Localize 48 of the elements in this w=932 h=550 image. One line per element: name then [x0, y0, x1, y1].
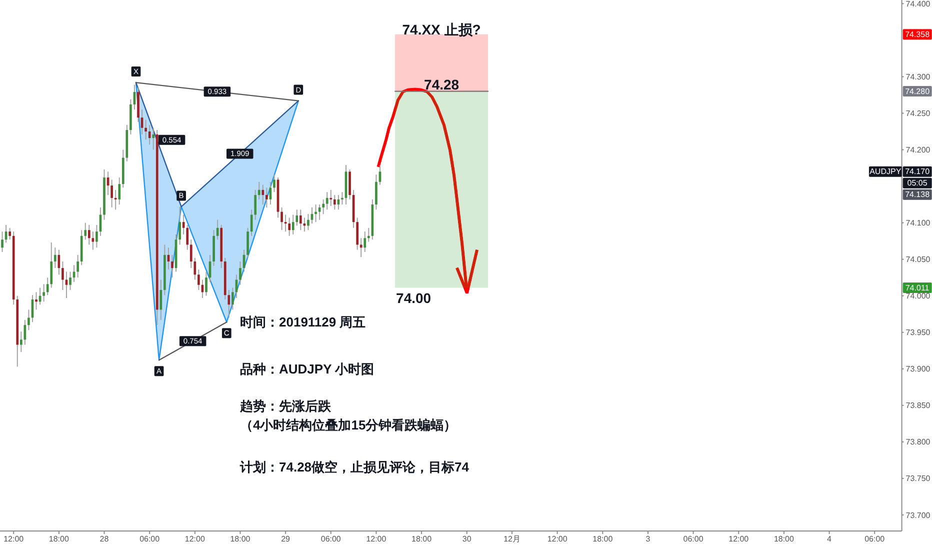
y-tick-label: 74.400 [906, 0, 931, 8]
x-tick-label: 12:00 [548, 534, 568, 544]
annotation: 74.28 [424, 76, 460, 92]
x-tick-label: 18:00 [592, 534, 614, 544]
x-tick-label: 12:00 [184, 534, 206, 544]
x-tick-label: 18:00 [48, 534, 70, 544]
annotation: 时间：20191129 周五 [240, 314, 366, 330]
text: 74.011 [906, 283, 930, 292]
x-tick-label: 18:00 [412, 534, 432, 544]
x-tick-label: 06:00 [140, 534, 160, 544]
y-tick-label: 73.800 [906, 438, 931, 447]
x-tick-label: 28 [100, 534, 110, 544]
y-tick-label: 74.300 [906, 72, 931, 82]
y-tick-label: 73.750 [906, 474, 931, 484]
y-tick-label: 74.100 [906, 218, 931, 228]
annotation: 计划：74.28做空，止损见评论，目标74 [239, 460, 470, 474]
y-tick-label: 74.000 [906, 292, 931, 301]
x-tick-label: 12:00 [728, 534, 750, 544]
y-tick-label: 73.950 [906, 328, 931, 338]
text: 74.280 [905, 86, 930, 96]
x-tick-label: 30 [462, 534, 472, 544]
y-tick-label: 73.900 [906, 364, 931, 374]
text: 74.358 [905, 30, 930, 39]
x-tick-label: 12月 [504, 534, 521, 544]
x-tick-label: 18:00 [230, 534, 251, 544]
y-tick-label: 73.850 [906, 401, 931, 410]
x-tick-label: 29 [281, 534, 291, 544]
annotation: 74.XX 止损? [402, 21, 481, 38]
annotation: 品种：AUDJPY 小时图 [240, 362, 374, 376]
x-tick-label: 06:00 [320, 534, 342, 544]
x-tick-label: 18:00 [774, 534, 795, 544]
annotation: （4小时结构位叠加15分钟看跌蝙蝠） [240, 418, 457, 432]
annotation: 74.00 [396, 290, 432, 306]
y-tick-label: 73.700 [906, 510, 931, 520]
y-tick-label: 74.200 [906, 146, 931, 155]
y-tick-label: 74.050 [906, 255, 931, 264]
text: 05:05 [907, 178, 928, 188]
x-tick-label: 06:00 [683, 534, 704, 544]
x-tick-label: 12:00 [4, 534, 24, 544]
annotation: 趋势：先涨后跌 [239, 398, 332, 414]
x-tick-label: 06:00 [864, 534, 886, 544]
text: 74.138 [905, 190, 930, 200]
x-tick-label: 12:00 [366, 534, 387, 544]
y-tick-label: 74.250 [906, 109, 931, 118]
x-tick-label: 3 [646, 534, 651, 544]
x-tick-label: 4 [827, 534, 832, 544]
annotation: AUDJPY [870, 167, 902, 176]
text: 74.170 [905, 167, 930, 176]
